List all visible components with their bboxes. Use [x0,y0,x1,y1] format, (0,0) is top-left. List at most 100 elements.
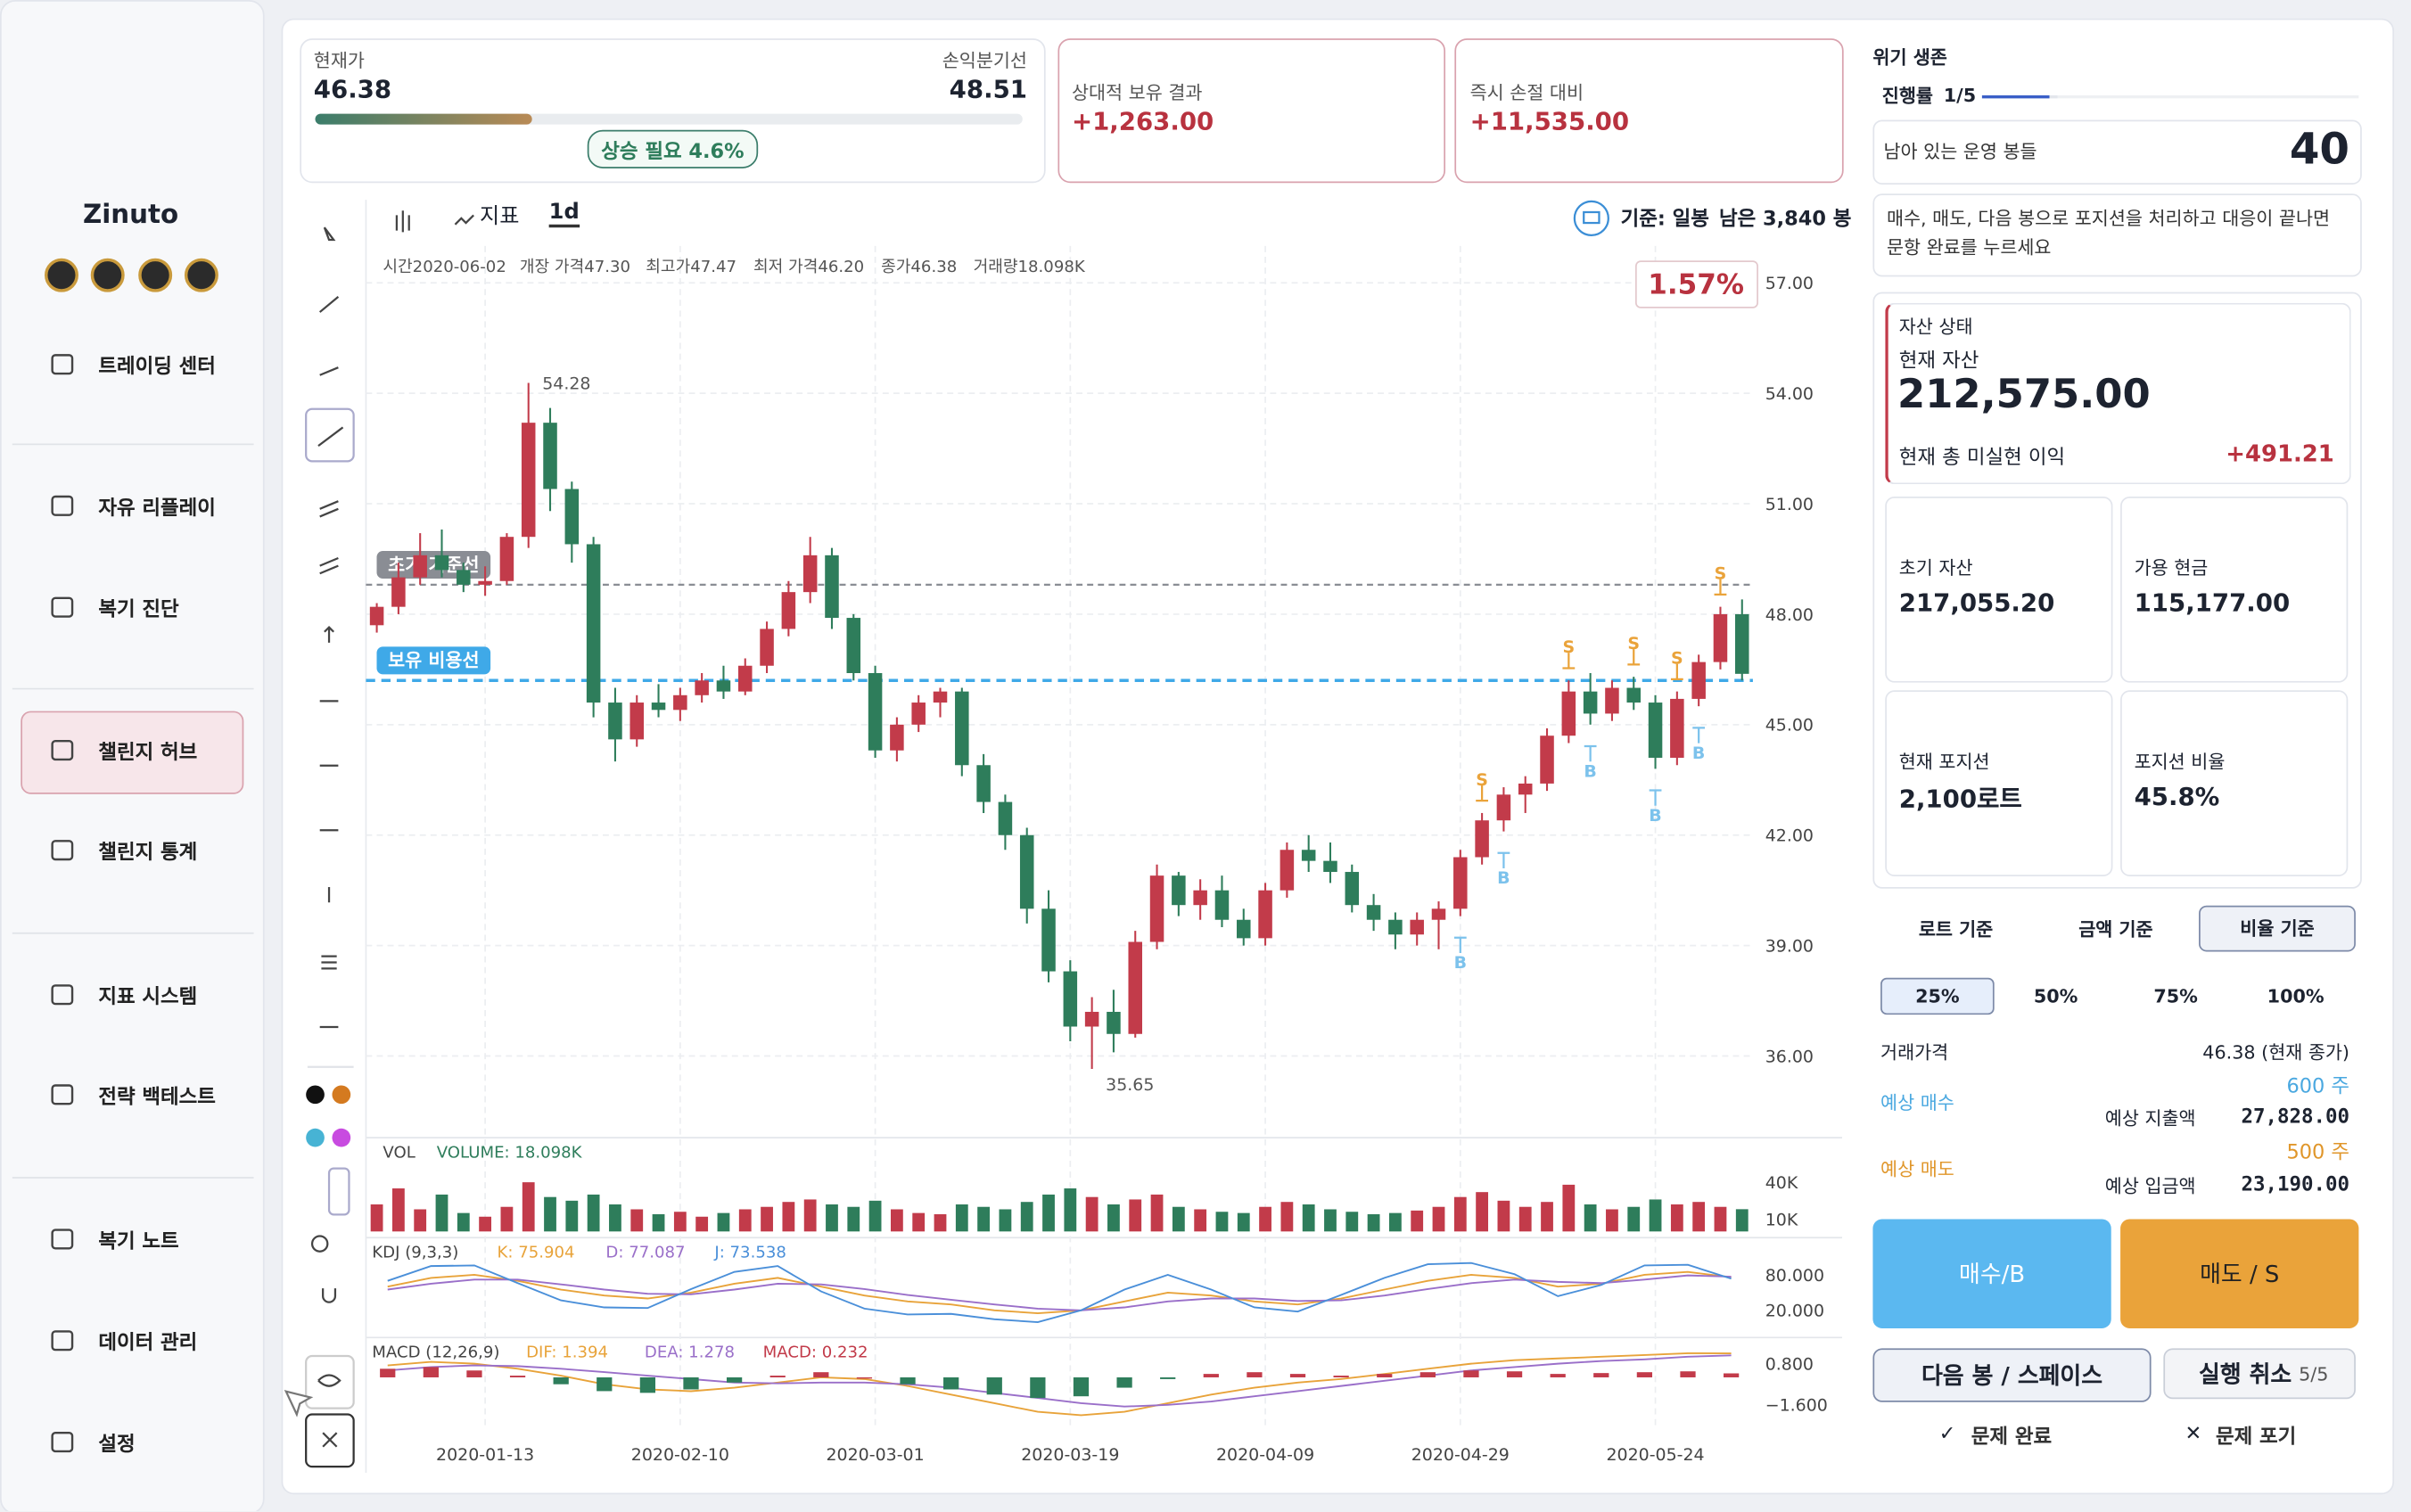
trade-marker: B [1692,727,1705,763]
brand: Zinuto [82,200,179,231]
menu-item[interactable]: 트레이딩 센터 [98,356,216,380]
candle-body [1518,783,1533,795]
macd-bar [639,1376,656,1393]
y-tick-label: 39.00 [1765,937,1814,957]
trade-marker: S [1670,649,1683,680]
candle-body [1128,941,1142,1034]
ratio-button[interactable]: 100% [2267,985,2325,1007]
volume-bar [652,1214,665,1232]
candle-body [1345,872,1360,906]
candle-body [413,555,427,578]
menu-item[interactable]: 데이터 관리 [98,1332,198,1356]
y-tick-label: 57.00 [1765,274,1814,293]
label: 손익분기선 [942,50,1027,72]
breakeven: 48.51 [949,74,1027,104]
macd-bar [1160,1376,1176,1379]
menu-icon [51,495,74,516]
sell-gain: 23,190.00 [2241,1173,2350,1197]
macd-bar [943,1376,959,1390]
macd-bar [813,1372,829,1377]
marker-label: S [1715,564,1727,584]
candle-body [1366,905,1381,920]
mode-tab[interactable]: 금액 기준 [2078,918,2153,941]
ratio-button[interactable]: 50% [2033,985,2078,1007]
indicator-line [387,1261,1732,1324]
macd-bar [1073,1376,1090,1397]
ratio-button[interactable]: 25% [1880,977,1995,1015]
buy-label: 예상 매수 [1880,1092,1954,1114]
remaining: 40 [2289,123,2350,175]
menu-item[interactable]: 전략 백테스트 [98,1086,216,1110]
macd-bar [683,1376,699,1390]
macd-bar [597,1376,613,1392]
mode-tab[interactable]: 비율 기준 [2199,905,2356,952]
price-panel: 57.00 54.00 51.00 48.00 45.00 42.00 39.00 36.00… [365,200,1842,1474]
macd-bar [1377,1374,1393,1377]
volume-bar [1367,1214,1380,1232]
x-tick-label: 2020-03-01 [827,1445,925,1465]
marker-stem [1649,789,1662,806]
stat-card [2120,497,2349,683]
candle-body [434,555,449,571]
volume-bar [782,1202,795,1232]
ratio-button[interactable]: 75% [2153,985,2198,1007]
next-button[interactable]: 다음 봉 / 스페이스 [1872,1348,2152,1402]
candle-body [1172,875,1186,906]
menu-item[interactable]: 챌린지 허브 [98,742,198,765]
marker-label: B [1584,761,1596,781]
indicator-button[interactable]: 지표 [480,204,520,229]
volume-bar [717,1212,730,1232]
label: 상대적 보유 결과 [1071,82,1203,104]
menu-icon [51,739,74,761]
label: 현재 총 미실현 이익 [1898,446,2066,470]
legend-entry: DEA: 1.278 [645,1344,735,1362]
stat-label: 현재 포지션 [1898,751,1990,773]
complete-button[interactable]: 문제 완료 [1971,1426,2053,1450]
marker-label: S [1627,634,1640,653]
sidebar-icons [12,258,254,1453]
stat-card [1885,497,2113,683]
volume-bar [370,1204,383,1232]
volume-bar [1020,1202,1033,1232]
stat-value: 45.8% [2134,781,2220,811]
change-box [1634,260,1758,308]
candle-body [1540,735,1554,784]
undo-button[interactable]: 실행 취소 [2163,1348,2356,1400]
give-up-button[interactable]: 문제 포기 [2215,1426,2297,1450]
menu-icon [51,840,74,861]
trade-marker: B [1454,936,1467,973]
menu-icon [51,1432,74,1453]
buy-button[interactable]: 매수/B [1872,1219,2111,1328]
candle-body [998,801,1013,835]
volume-bar [1692,1202,1706,1232]
marker-label: S [1671,649,1683,669]
panel-title: 위기 생존 [1872,46,1947,69]
candle-body [825,555,839,619]
sell-button[interactable]: 매도 / S [2120,1219,2359,1328]
asset-card [1885,302,2351,485]
interval[interactable]: 1d [548,200,580,228]
menu-item[interactable]: 설정 [98,1434,136,1457]
volume-bar [457,1212,470,1232]
y-tick-label: 48.00 [1765,605,1814,625]
x-tick-label: 2020-04-09 [1216,1445,1314,1465]
menu-item[interactable]: 복기 노트 [98,1230,179,1254]
volume-bar [1064,1188,1077,1232]
asset: 212,575.00 [1897,372,2151,419]
macd-bar [986,1376,1002,1395]
x-tick-label: 2020-01-13 [436,1445,534,1465]
menu-item[interactable]: 복기 진단 [98,598,179,622]
candle-body [478,580,492,585]
trade-marker: S [1476,770,1489,802]
stat-label: 가용 현금 [2134,557,2209,579]
relative-card [1057,38,1446,184]
high-label: 54.28 [542,374,590,393]
menu-item[interactable]: 지표 시스템 [98,986,198,1010]
menu-item[interactable]: 챌린지 통계 [98,842,198,866]
trade-marker: S [1627,634,1641,666]
menu-item[interactable]: 자유 리플레이 [98,497,216,521]
candle-body [1453,857,1468,909]
macd-bar [1593,1373,1609,1377]
mode-tab[interactable]: 로트 기준 [1918,918,1994,941]
candle-body [1237,919,1251,939]
